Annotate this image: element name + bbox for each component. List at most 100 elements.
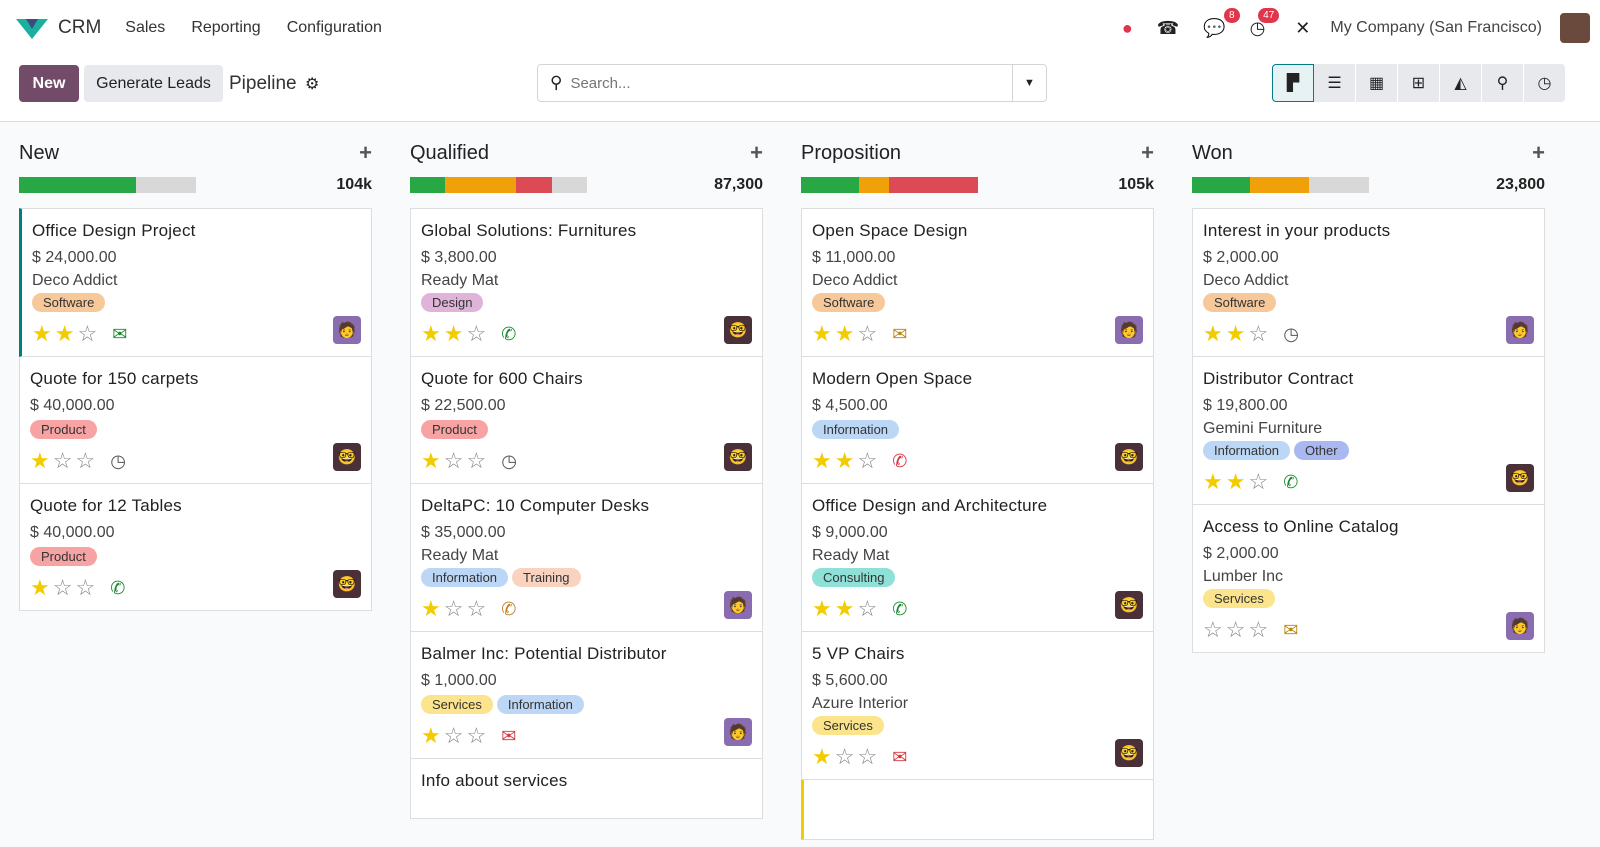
priority-star-icon[interactable]: ★: [421, 596, 441, 621]
graph-view-icon[interactable]: ◭: [1440, 64, 1482, 102]
messages-icon[interactable]: 💬 8: [1203, 7, 1240, 39]
progress-segment-green[interactable]: [801, 177, 860, 193]
menu-reporting[interactable]: Reporting: [191, 19, 261, 36]
salesperson-avatar[interactable]: 🤓: [724, 316, 752, 344]
lead-card[interactable]: Distributor Contract $ 19,800.00 Gemini F…: [1192, 357, 1545, 505]
lead-card[interactable]: 5 VP Chairs $ 5,600.00 Azure Interior Serv…: [801, 632, 1154, 780]
lead-card[interactable]: Quote for 600 Chairs $ 22,500.00 Product ★…: [410, 357, 763, 484]
activity-view-icon[interactable]: ◷: [1524, 64, 1566, 102]
lead-card[interactable]: Access to Online Catalog $ 2,000.00 Lumbe…: [1192, 505, 1545, 653]
phone-icon[interactable]: ✆: [110, 577, 126, 598]
priority-star-icon[interactable]: ★: [812, 321, 832, 346]
priority-star-icon[interactable]: ★: [421, 321, 441, 346]
priority-star-icon[interactable]: ☆: [857, 596, 878, 621]
priority-star-icon[interactable]: ☆: [443, 448, 464, 473]
new-button[interactable]: New: [19, 65, 79, 102]
map-view-icon[interactable]: ⚲: [1482, 64, 1524, 102]
priority-star-icon[interactable]: ☆: [466, 723, 487, 748]
salesperson-avatar[interactable]: 🧑: [724, 591, 752, 619]
salesperson-avatar[interactable]: 🤓: [724, 443, 752, 471]
lead-card[interactable]: Balmer Inc: Potential Distributor $ 1,00…: [410, 632, 763, 759]
priority-star-icon[interactable]: ☆: [75, 448, 96, 473]
lead-card[interactable]: Info about services: [410, 759, 763, 819]
priority-star-icon[interactable]: ★: [421, 723, 441, 748]
lead-card[interactable]: Open Space Design $ 11,000.00 Deco Addict…: [801, 208, 1154, 357]
progress-segment-green[interactable]: [1192, 177, 1251, 193]
envelope-icon[interactable]: ✉: [892, 323, 908, 344]
lead-card[interactable]: Interest in your products $ 2,000.00 Deco…: [1192, 208, 1545, 357]
company-switcher[interactable]: My Company (San Francisco): [1330, 19, 1542, 36]
add-card-icon[interactable]: +: [1141, 140, 1154, 165]
envelope-icon[interactable]: ✉: [892, 746, 908, 767]
priority-star-icon[interactable]: ☆: [1248, 469, 1269, 494]
progress-segment-orange[interactable]: [859, 177, 890, 193]
kanban-view-icon[interactable]: ▛: [1272, 64, 1314, 102]
generate-leads-button[interactable]: Generate Leads: [84, 65, 223, 102]
priority-star-icon[interactable]: ☆: [75, 575, 96, 600]
phone-icon[interactable]: ✆: [501, 323, 517, 344]
add-card-icon[interactable]: +: [359, 140, 372, 165]
app-name[interactable]: CRM: [58, 17, 102, 38]
salesperson-avatar[interactable]: 🤓: [1506, 464, 1534, 492]
priority-star-icon[interactable]: ★: [812, 448, 832, 473]
priority-star-icon[interactable]: ☆: [443, 596, 464, 621]
column-title[interactable]: New: [19, 142, 60, 164]
salesperson-avatar[interactable]: 🤓: [1115, 591, 1143, 619]
lead-card[interactable]: Quote for 150 carpets $ 40,000.00 Product…: [19, 357, 372, 484]
search-options-toggle[interactable]: ▼: [1012, 65, 1046, 101]
phone-icon[interactable]: ✆: [1283, 471, 1299, 492]
priority-star-icon[interactable]: ☆: [1225, 617, 1246, 642]
lead-card[interactable]: Global Solutions: Furnitures $ 3,800.00 R…: [410, 208, 763, 357]
priority-star-icon[interactable]: ☆: [466, 596, 487, 621]
salesperson-avatar[interactable]: 🧑: [1506, 316, 1534, 344]
priority-star-icon[interactable]: ★: [834, 448, 855, 473]
envelope-icon[interactable]: ✉: [501, 725, 517, 746]
priority-star-icon[interactable]: ★: [1225, 321, 1246, 346]
phone-icon[interactable]: ✆: [892, 598, 908, 619]
priority-star-icon[interactable]: ★: [1203, 321, 1223, 346]
progress-segment-red[interactable]: [516, 177, 552, 193]
priority-star-icon[interactable]: ★: [812, 744, 832, 769]
column-title[interactable]: Proposition: [801, 142, 902, 164]
clock-icon[interactable]: ◷: [1283, 323, 1299, 344]
add-card-icon[interactable]: +: [1532, 140, 1545, 165]
envelope-icon[interactable]: ✉: [112, 323, 128, 344]
priority-star-icon[interactable]: ☆: [466, 321, 487, 346]
phone-icon[interactable]: ☎: [1156, 17, 1180, 38]
list-view-icon[interactable]: ☰: [1314, 64, 1356, 102]
priority-star-icon[interactable]: ★: [30, 448, 50, 473]
clock-icon[interactable]: ◷: [501, 450, 517, 471]
lead-card[interactable]: Quote for 12 Tables $ 40,000.00 Product ★ ☆…: [19, 484, 372, 611]
priority-star-icon[interactable]: ☆: [443, 723, 464, 748]
lead-card[interactable]: Office Design Project $ 24,000.00 Deco Ad…: [19, 208, 372, 357]
crm-logo-icon[interactable]: [16, 17, 48, 39]
priority-star-icon[interactable]: ★: [32, 321, 52, 346]
tools-icon[interactable]: ✕: [1295, 17, 1311, 38]
priority-star-icon[interactable]: ★: [443, 321, 464, 346]
phone-icon[interactable]: ✆: [892, 450, 908, 471]
priority-star-icon[interactable]: ★: [1203, 469, 1223, 494]
salesperson-avatar[interactable]: 🤓: [1115, 739, 1143, 767]
priority-star-icon[interactable]: ☆: [466, 448, 487, 473]
menu-sales[interactable]: Sales: [125, 19, 166, 36]
priority-star-icon[interactable]: ★: [834, 321, 855, 346]
pivot-view-icon[interactable]: ⊞: [1398, 64, 1440, 102]
priority-star-icon[interactable]: ☆: [857, 448, 878, 473]
priority-star-icon[interactable]: ☆: [52, 448, 73, 473]
salesperson-avatar[interactable]: 🧑: [1115, 316, 1143, 344]
column-title[interactable]: Won: [1192, 142, 1233, 164]
progress-segment-green[interactable]: [410, 177, 446, 193]
priority-star-icon[interactable]: ☆: [52, 575, 73, 600]
progress-segment-green[interactable]: [19, 177, 136, 193]
status-dot-icon[interactable]: ●: [1121, 17, 1133, 38]
salesperson-avatar[interactable]: 🧑: [1506, 612, 1534, 640]
priority-star-icon[interactable]: ☆: [857, 744, 878, 769]
user-avatar[interactable]: [1560, 13, 1590, 43]
progress-segment-red[interactable]: [889, 177, 978, 193]
envelope-icon[interactable]: ✉: [1283, 619, 1299, 640]
priority-star-icon[interactable]: ★: [834, 596, 855, 621]
progress-segment-orange[interactable]: [1250, 177, 1309, 193]
lead-card[interactable]: [801, 780, 1154, 840]
priority-star-icon[interactable]: ★: [54, 321, 75, 346]
calendar-view-icon[interactable]: ▦: [1356, 64, 1398, 102]
